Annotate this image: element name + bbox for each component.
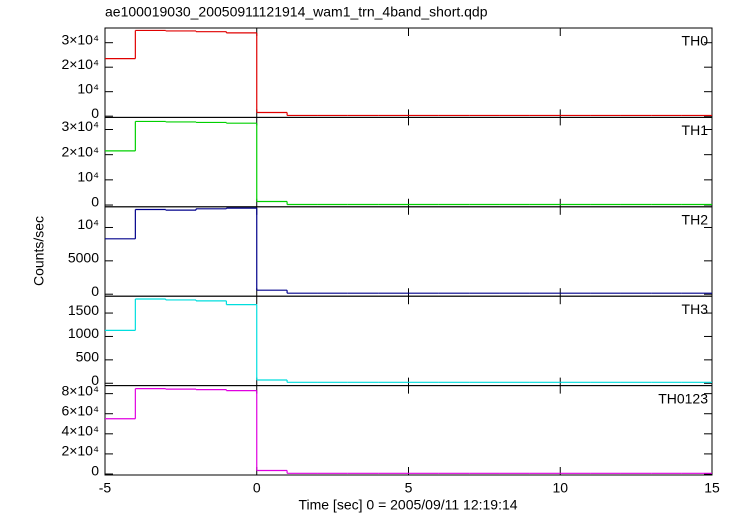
y-tick-label: 500 — [76, 349, 100, 365]
y-tick-label: 10⁴ — [77, 216, 99, 232]
chart-title: ae100019030_20050911121914_wam1_trn_4ban… — [105, 4, 488, 20]
x-tick-label: 15 — [704, 480, 720, 496]
y-tick-label: 2×10⁴ — [61, 443, 99, 459]
y-tick-label: 4×10⁴ — [61, 423, 99, 439]
y-tick-label: 3×10⁴ — [61, 118, 99, 134]
series-label: TH2 — [682, 212, 709, 228]
y-tick-label: 6×10⁴ — [61, 402, 99, 418]
y-tick-label: 3×10⁴ — [61, 31, 99, 47]
y-axis-label: Counts/sec — [31, 216, 47, 286]
series-label: TH0123 — [658, 390, 708, 406]
y-tick-label: 0 — [91, 105, 99, 121]
y-tick-label: 10⁴ — [77, 80, 99, 96]
y-tick-label: 8×10⁴ — [61, 382, 99, 398]
x-axis-label: Time [sec] 0 = 2005/09/11 12:19:14 — [298, 497, 517, 513]
series-label: TH3 — [682, 301, 709, 317]
y-tick-label: 2×10⁴ — [61, 143, 99, 159]
x-tick-label: 5 — [405, 480, 413, 496]
series-label: TH1 — [682, 122, 709, 138]
x-tick-label: -5 — [99, 480, 112, 496]
x-tick-label: 0 — [253, 480, 261, 496]
y-tick-label: 1000 — [68, 325, 99, 341]
x-tick-label: 10 — [552, 480, 568, 496]
y-tick-label: 1500 — [68, 302, 99, 318]
y-tick-label: 10⁴ — [77, 169, 99, 185]
y-tick-label: 2×10⁴ — [61, 56, 99, 72]
series-label: TH0 — [682, 33, 709, 49]
y-tick-label: 5000 — [68, 250, 99, 266]
y-tick-label: 0 — [91, 194, 99, 210]
y-tick-label: 0 — [91, 372, 99, 388]
y-tick-label: 0 — [91, 463, 99, 479]
y-tick-label: 0 — [91, 283, 99, 299]
